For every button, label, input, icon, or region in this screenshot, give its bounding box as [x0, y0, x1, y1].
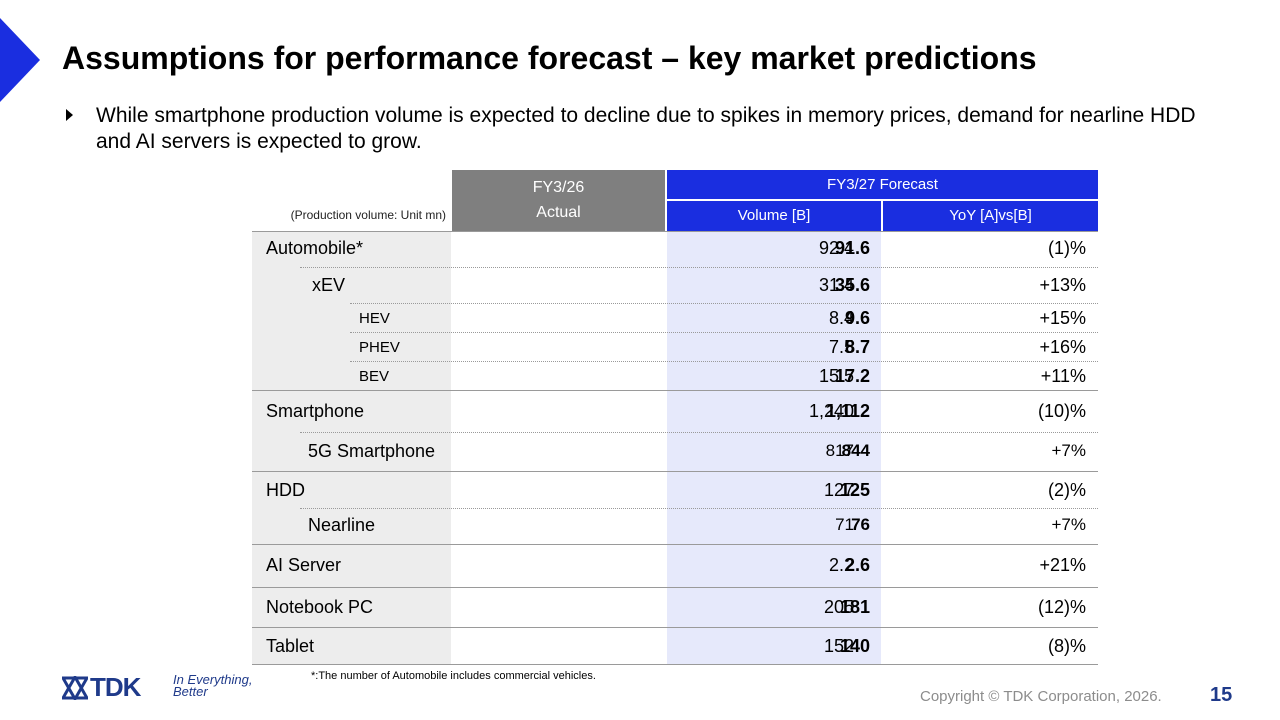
- forecast-value: 9.6: [844, 308, 870, 328]
- row-divider: [300, 508, 1098, 509]
- actual-value: 152: [823, 636, 854, 656]
- yoy-value: +16%: [1039, 337, 1086, 357]
- copyright: Copyright © TDK Corporation, 2026.: [920, 688, 1162, 705]
- yoy-value: (8)%: [1047, 636, 1086, 656]
- tdk-logo: TDK In Everything, Better: [62, 672, 282, 702]
- footnote: *:The number of Automobile includes comm…: [311, 670, 596, 682]
- group-divider: [252, 471, 1098, 472]
- row-label: Smartphone: [266, 401, 365, 421]
- forecast-value: 1,112: [825, 401, 870, 421]
- bullet-text: While smartphone production volume is ex…: [96, 104, 1196, 153]
- forecast-value: 8.7: [844, 337, 870, 357]
- forecast-value: 76: [851, 515, 870, 534]
- row-label: Nearline: [308, 515, 376, 535]
- row-label: HEV: [359, 310, 390, 327]
- actual-value: 7.5: [828, 337, 854, 357]
- table-bottom-line: [252, 664, 1098, 665]
- row-divider: [300, 267, 1098, 268]
- forecast-value: 140: [839, 636, 870, 656]
- group-divider: [252, 390, 1098, 391]
- corner-arrow-decoration: [0, 18, 40, 102]
- row-label: xEV: [312, 275, 346, 295]
- forecast-value: 2.6: [844, 555, 870, 575]
- group-divider: [252, 544, 1098, 545]
- row-label: Automobile*: [266, 238, 364, 258]
- logo-tagline: In Everything, Better: [173, 672, 253, 699]
- row-label: AI Server: [266, 555, 342, 575]
- actual-value: 71: [835, 515, 854, 534]
- forecast-value: 35.6: [834, 275, 870, 295]
- group-divider: [252, 587, 1098, 588]
- yoy-value: (10)%: [1037, 401, 1086, 421]
- row-divider: [350, 361, 1098, 362]
- actual-value: 127: [823, 480, 854, 500]
- bullet-point: While smartphone production volume is ex…: [62, 103, 1222, 155]
- tdk-emblem-icon: [62, 676, 88, 700]
- logo-tagline-line1: In Everything,: [173, 672, 253, 687]
- volume-header: Volume [B]: [667, 201, 881, 231]
- yoy-value: +11%: [1040, 366, 1086, 386]
- actual-value: 31.4: [818, 275, 854, 295]
- group-divider: [252, 627, 1098, 628]
- forecast-value: 17.2: [834, 366, 870, 386]
- actual-header-label: Actual: [536, 204, 581, 221]
- bullet-triangle-icon: [66, 109, 73, 121]
- row-label: BEV: [359, 368, 390, 385]
- row-label: Notebook PC: [266, 597, 374, 617]
- table-top-line: [252, 231, 1098, 232]
- actual-value: 8.4: [828, 308, 854, 328]
- actual-value: 15.5: [818, 366, 854, 386]
- actual-value: 92.4: [818, 238, 854, 258]
- page-title: Assumptions for performance forecast – k…: [62, 40, 1037, 76]
- actual-value: 205: [823, 597, 854, 617]
- forecast-value: 91.6: [834, 238, 870, 258]
- yoy-value: +13%: [1039, 275, 1086, 295]
- forecast-header: FY3/27 Forecast: [667, 170, 1098, 199]
- logo-brand: TDK: [90, 672, 141, 702]
- actual-value: 817: [825, 441, 854, 460]
- page-number: 15: [1210, 684, 1233, 706]
- row-divider: [350, 303, 1098, 304]
- forecast-value: 181: [839, 597, 870, 617]
- actual-header: FY3/26 Actual: [452, 170, 665, 231]
- row-label: Tablet: [266, 636, 315, 656]
- yoy-value: +21%: [1039, 555, 1086, 575]
- forecast-value: 125: [839, 480, 870, 500]
- yoy-value: (12)%: [1037, 597, 1086, 617]
- forecast-value: 844: [841, 441, 870, 460]
- yoy-value: +7%: [1051, 515, 1087, 534]
- row-divider: [350, 332, 1098, 333]
- yoy-header: YoY [A]vs[B]: [883, 201, 1098, 231]
- row-label: PHEV: [359, 339, 400, 356]
- unit-note: (Production volume: Unit mn): [290, 208, 446, 222]
- row-label: HDD: [266, 480, 305, 500]
- yoy-value: (1)%: [1047, 238, 1086, 258]
- actual-value: 2.2: [828, 555, 854, 575]
- yoy-value: (2)%: [1047, 480, 1086, 500]
- yoy-value: +15%: [1039, 308, 1086, 328]
- actual-value: 1,240: [808, 401, 854, 421]
- actual-header-year: FY3/26: [532, 179, 585, 196]
- yoy-value: +7%: [1051, 441, 1087, 460]
- row-label: 5G Smartphone: [308, 441, 436, 461]
- logo-tagline-line2: Better: [173, 684, 208, 699]
- row-divider: [300, 432, 1098, 433]
